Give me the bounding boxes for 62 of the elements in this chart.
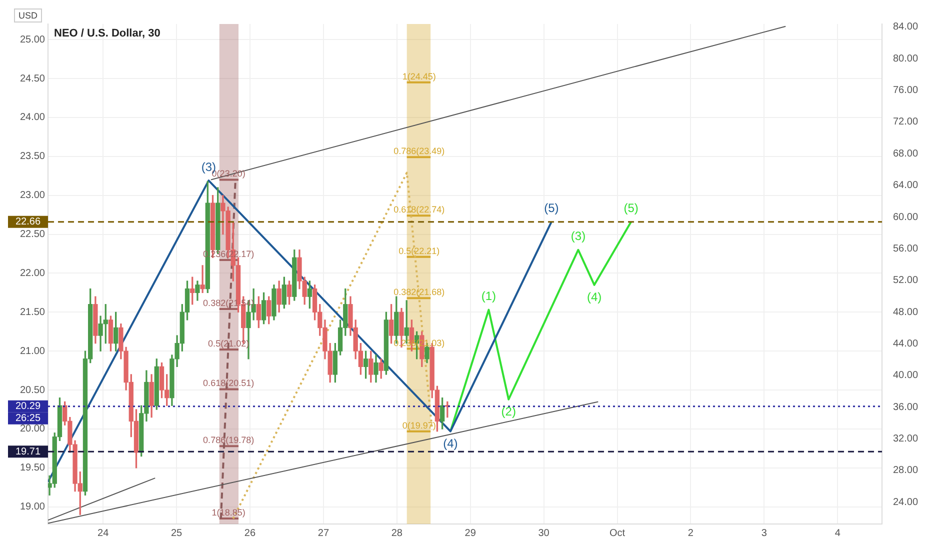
y2-tick-label: 28.00 [893,465,918,476]
y2-tick-label: 56.00 [893,243,918,254]
y-tick-label: 20.00 [20,424,46,435]
x-tick-label: 4 [834,528,841,539]
y2-tick-label: 80.00 [893,53,918,64]
y-tick-label: 20.50 [20,384,46,396]
annotation: 0.618(22.74) [394,204,445,215]
annotation: (2) [501,404,516,419]
y-tick-label: 21.00 [20,346,46,357]
y2-tick-label: 76.00 [893,85,918,96]
y2-tick-label: 48.00 [893,306,918,318]
annotation: (5) [544,201,559,216]
x-tick-label: 25 [170,528,183,539]
annotation: (3) [570,229,586,244]
y2-tick-label: 24.00 [893,496,918,508]
x-tick-label: 29 [464,528,476,539]
x-tick-label: Oct [609,528,626,539]
annotation: (5) [624,201,638,216]
ref-line-label: 19.71 [15,446,41,458]
x-tick-label: 24 [98,528,110,539]
ref-line-label: 22.66 [15,216,41,228]
y2-tick-label: 44.00 [893,338,918,350]
y2-tick-label: 40.00 [893,370,918,382]
y-tick-label: 25.00 [20,34,46,46]
chart-title: NEO / U.S. Dollar, 30 [54,28,160,40]
y-tick-label: 24.50 [20,73,46,84]
x-tick-label: 2 [688,528,694,539]
annotation: 1(18.85) [212,508,246,518]
text: 26:25 [15,413,41,424]
y2-tick-label: 52.00 [893,275,918,286]
x-tick-label: 28 [391,528,403,539]
annotation: 0.786(19.78) [203,435,254,446]
y2-tick-label: 84.00 [893,22,918,33]
y-tick-label: 23.50 [20,151,46,162]
x-tick-label: 30 [538,528,550,539]
y2-tick-label: 68.00 [893,148,918,160]
annotation: (4) [586,290,602,304]
ref-line-label: 20.29 [15,401,41,412]
y2-tick-label: 64.00 [893,180,918,192]
y-tick-label: 22.50 [20,229,46,240]
y-tick-label: 19.00 [20,502,46,513]
y-tick-label: 22.00 [20,268,46,279]
y-axis-title: USD [18,10,38,20]
y-tick-label: 24.00 [20,112,46,124]
y2-tick-label: 36.00 [893,402,918,413]
annotation: 0.5(22.21) [398,246,440,256]
x-tick-label: 26 [244,528,256,539]
annotation: 0.618(20.51) [203,378,254,388]
y2-tick-label: 72.00 [893,116,918,128]
y-tick-label: 21.50 [20,306,46,318]
annotation: (4) [443,436,458,451]
annotation: 1(24.45) [402,71,436,82]
y2-tick-label: 60.00 [893,212,918,223]
y-tick-label: 19.50 [20,462,46,474]
y2-tick-label: 32.00 [893,434,918,445]
annotation: 0(19.97) [402,420,436,430]
y-tick-label: 23.00 [20,190,46,202]
x-tick-label: 3 [761,528,768,539]
annotation: 0.786(23.49) [394,146,445,156]
x-tick-label: 27 [318,528,330,539]
annotation: 0.382(21.68) [394,287,445,298]
annotation: (1) [481,289,496,304]
